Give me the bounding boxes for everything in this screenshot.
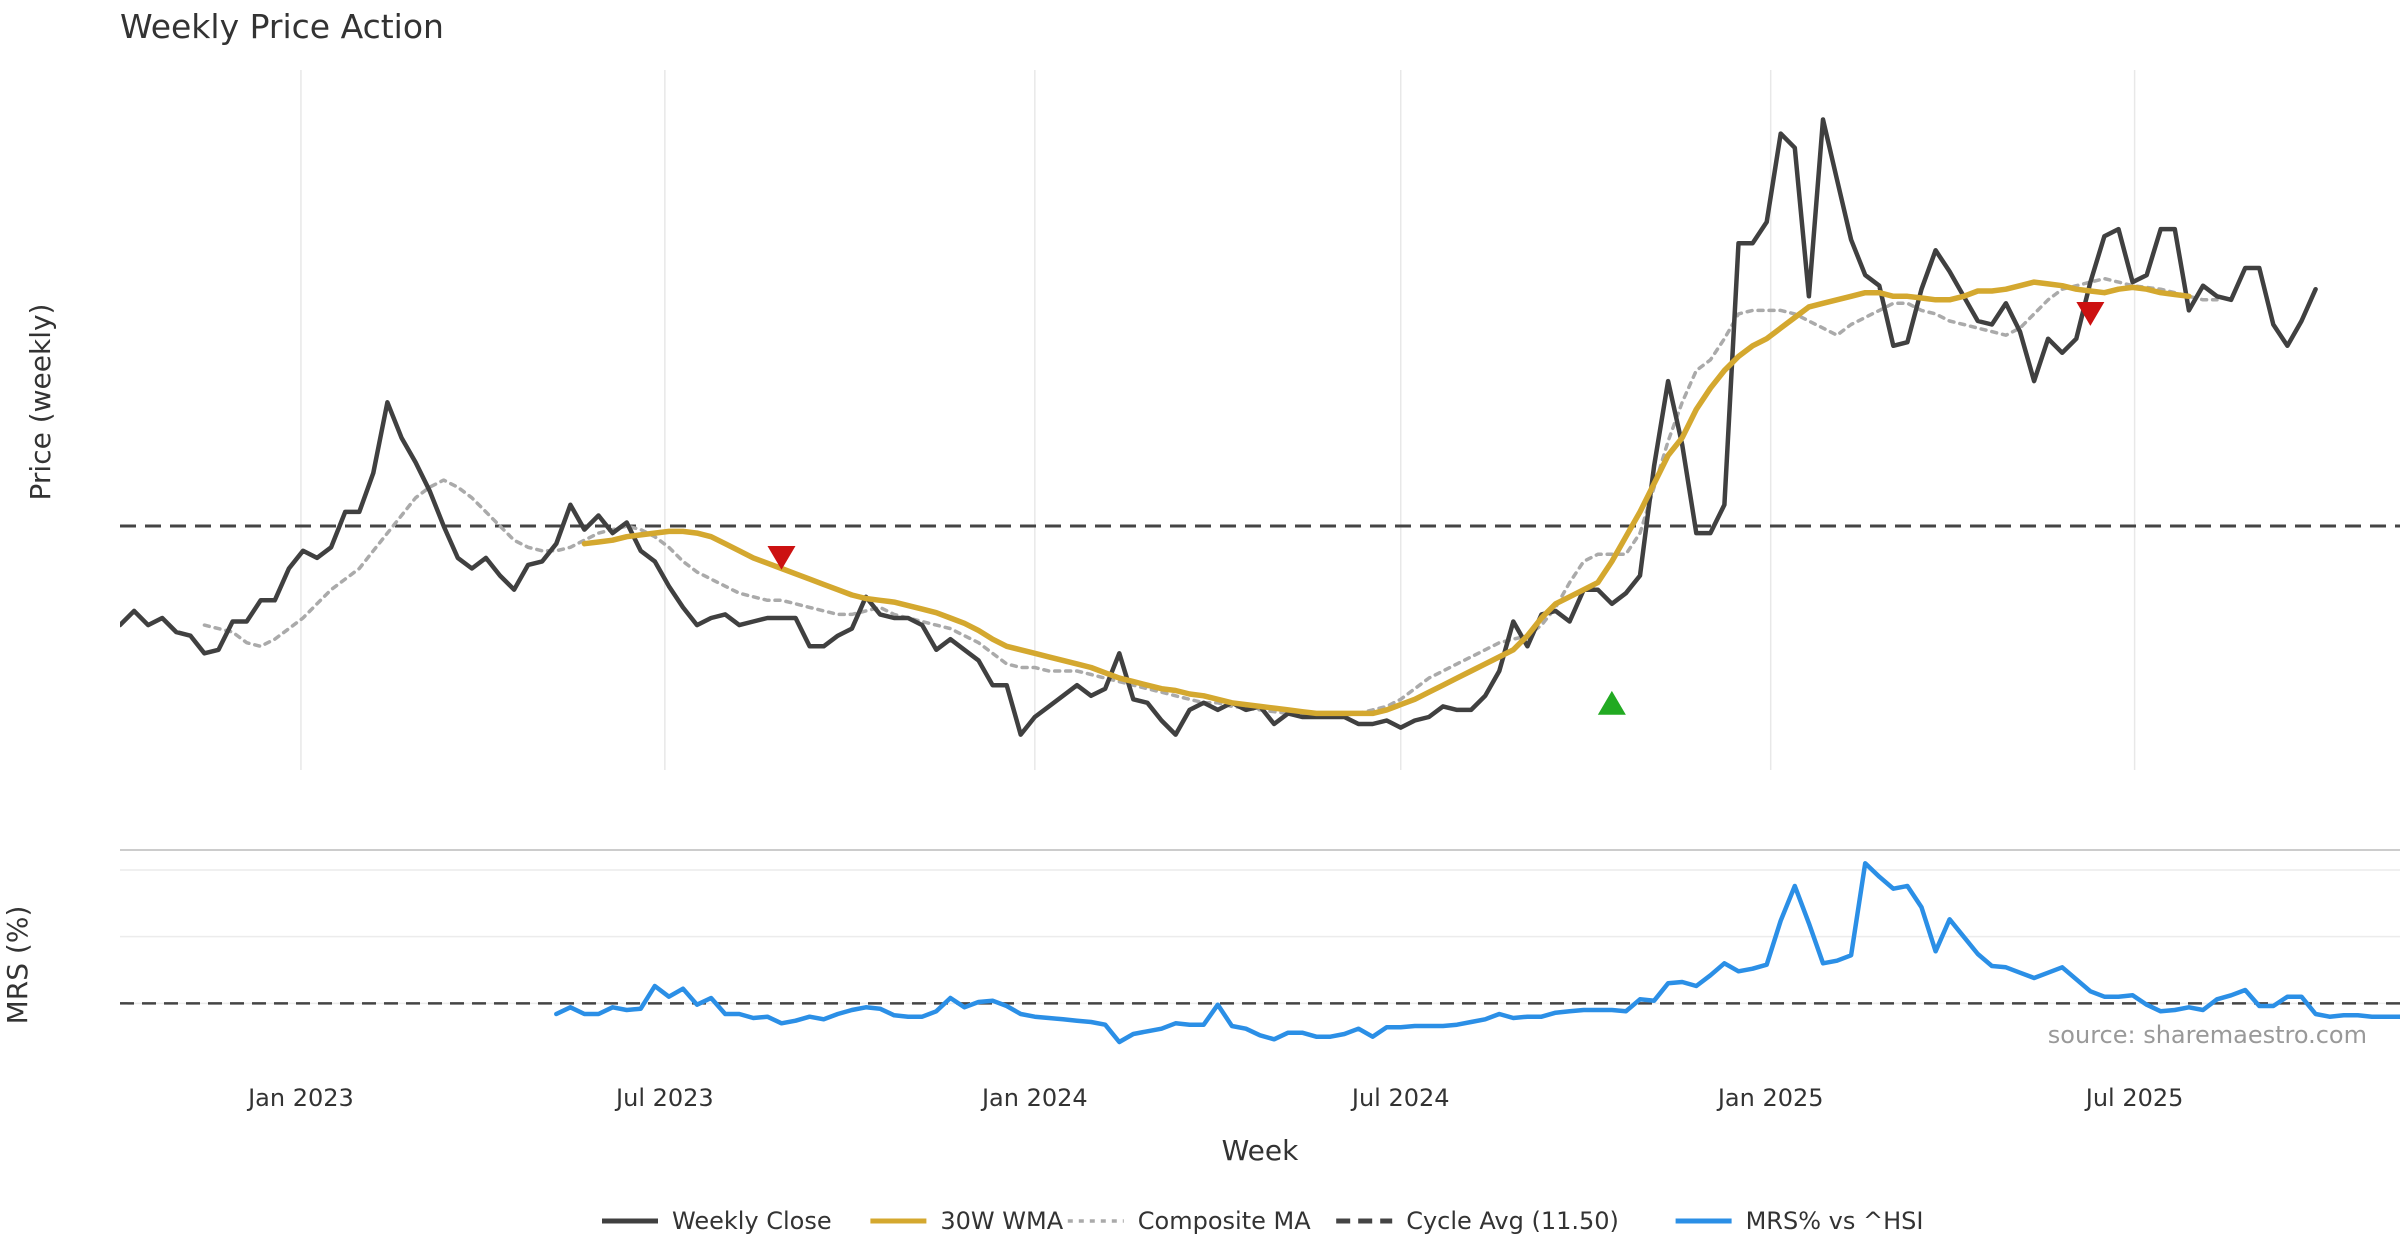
mrs-panel: 0.0 50.0 100.0: [47, 849, 2400, 1045]
legend: Weekly Close 30W WMA Composite MA Cycle Avg…: [602, 1207, 1923, 1235]
legend-label-mrs-vs-hsi: MRS% vs ^HSI: [1746, 1207, 1924, 1235]
price-y-tick-label: 20: [85, 212, 116, 240]
x-axis: Jan 2023 Jul 2023 Jan 2024 Jul 2024 Jan 2025…: [246, 1084, 2183, 1112]
x-axis-label: Week: [1222, 1134, 1299, 1167]
price-y-tick-label: 5: [101, 742, 116, 770]
legend-label-30w-wma: 30W WMA: [940, 1207, 1063, 1235]
buy-signal-marker: [1597, 690, 1626, 715]
legend-label-composite-ma: Composite MA: [1138, 1207, 1311, 1235]
mrs-line: [554, 861, 2400, 1045]
sell-signal-marker: [2076, 302, 2105, 326]
mrs-y-tick-label: 0.0: [78, 989, 116, 1017]
price-y-axis-label: Price (weekly): [24, 304, 57, 501]
x-tick-label: Jan 2024: [980, 1084, 1088, 1112]
x-tick-label: Jan 2023: [246, 1084, 354, 1112]
weekly-close-line: [120, 117, 2318, 737]
price-y-tick-label: 15: [85, 388, 116, 416]
mrs-y-axis-label: MRS (%): [1, 906, 34, 1025]
composite-ma-line: [202, 276, 2219, 717]
mrs-y-tick-label: 50.0: [63, 923, 116, 951]
x-tick-label: Jan 2025: [1716, 1084, 1824, 1112]
wma-30w-line: [581, 279, 2192, 717]
legend-label-cycle-avg-11-50: Cycle Avg (11.50): [1406, 1207, 1619, 1235]
source-credit: source: sharemaestro.com: [2048, 1021, 2367, 1049]
legend-label-weekly-close: Weekly Close: [672, 1207, 832, 1235]
x-tick-label: Jul 2025: [2084, 1084, 2184, 1112]
chart-title: Weekly Price Action: [120, 7, 444, 46]
x-tick-label: Jul 2023: [614, 1084, 714, 1112]
sell-signal-marker: [767, 545, 796, 570]
price-y-tick-label: 10: [85, 565, 116, 593]
x-tick-label: Jul 2024: [1350, 1084, 1450, 1112]
mrs-y-tick-label: 100.0: [47, 856, 116, 884]
price-panel: 5 10 15 20: [85, 70, 2400, 770]
